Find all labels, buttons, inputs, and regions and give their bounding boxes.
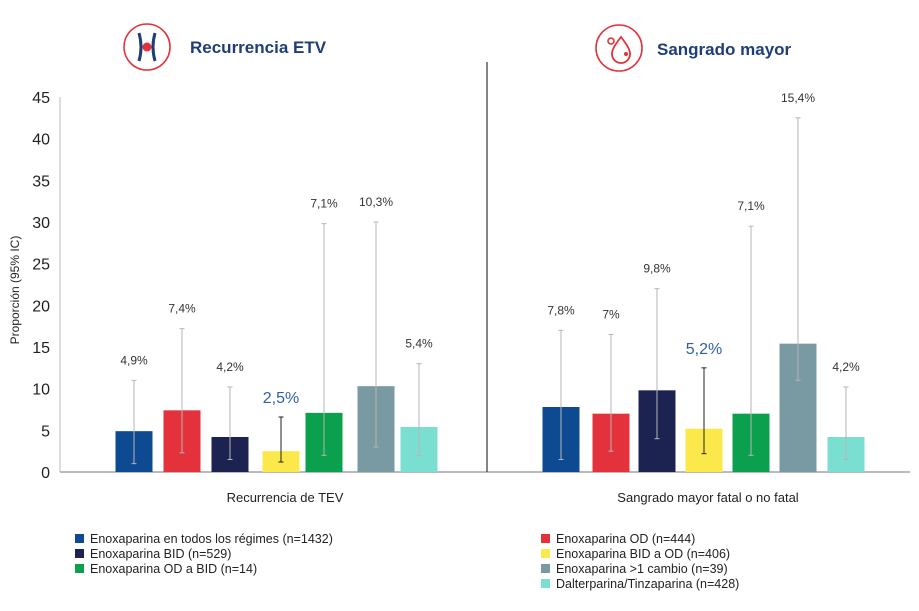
- bleeding-title: Sangrado mayor: [657, 40, 792, 59]
- legend-swatch: [75, 564, 84, 573]
- legend-item: Enoxaparina OD (n=444): [541, 531, 739, 546]
- data-label: 2,5%: [263, 390, 299, 407]
- recurrence-header: Recurrencia ETV: [123, 23, 327, 71]
- data-label: 5,2%: [686, 341, 722, 358]
- y-axis-label: Proporción (95% IC): [8, 236, 22, 345]
- bleeding-icon-ring: [595, 24, 643, 72]
- bleeding-header: Sangrado mayor: [595, 24, 792, 72]
- legend-label: Enoxaparina OD (n=444): [556, 531, 696, 546]
- legend-label: Dalterparina/Tinzaparina (n=428): [556, 576, 740, 591]
- data-label: 7%: [602, 308, 620, 322]
- data-label: 9,8%: [643, 262, 671, 276]
- bleeding-x-label: Sangrado mayor fatal o no fatal: [617, 490, 799, 505]
- legend-label: Enoxaparina BID a OD (n=406): [556, 546, 731, 561]
- blood-drop-icon: [607, 35, 631, 64]
- y-tick-label: 30: [32, 215, 50, 232]
- data-label: 4,2%: [832, 360, 860, 374]
- y-tick-label: 5: [41, 423, 50, 440]
- data-label: 15,4%: [781, 91, 815, 105]
- y-tick-label: 15: [32, 340, 50, 357]
- data-label: 5,4%: [405, 337, 433, 351]
- legend-item: Enoxaparina BID (n=529): [75, 546, 333, 561]
- legend-swatch: [541, 579, 550, 588]
- recurrence-title: Recurrencia ETV: [190, 38, 327, 57]
- legend-swatch: [75, 534, 84, 543]
- y-tick-label: 40: [32, 132, 50, 149]
- legend-swatch: [541, 564, 550, 573]
- legend-label: Enoxaparina BID (n=529): [90, 546, 232, 561]
- blood-vessel-icon: [137, 32, 157, 62]
- legend-item: Dalterparina/Tinzaparina (n=428): [541, 576, 739, 591]
- legend-label: Enoxaparina >1 cambio (n=39): [556, 561, 728, 576]
- legend-left: Enoxaparina en todos los régimes (n=1432…: [75, 531, 333, 576]
- legend-item: Enoxaparina OD a BID (n=14): [75, 561, 333, 576]
- y-tick-label: 45: [32, 90, 50, 107]
- legend-item: Enoxaparina BID a OD (n=406): [541, 546, 739, 561]
- recurrence-x-label: Recurrencia de TEV: [227, 490, 344, 505]
- legend-item: Enoxaparina >1 cambio (n=39): [541, 561, 739, 576]
- legend-label: Enoxaparina en todos los régimes (n=1432…: [90, 531, 333, 546]
- recurrence-icon-ring: [123, 23, 171, 71]
- y-axis-ticks: 0 5 10 15 20 25 30 35 40 45: [32, 90, 50, 482]
- legend-swatch: [541, 534, 550, 543]
- data-label: 7,8%: [547, 303, 575, 317]
- data-label: 7,1%: [737, 199, 765, 213]
- legend-item: Enoxaparina en todos los régimes (n=1432…: [75, 531, 333, 546]
- legend-swatch: [541, 549, 550, 558]
- y-tick-label: 35: [32, 173, 50, 190]
- data-label: 7,1%: [310, 197, 338, 211]
- legend-swatch: [75, 549, 84, 558]
- y-tick-label: 25: [32, 257, 50, 274]
- y-tick-label: 10: [32, 382, 50, 399]
- data-label: 10,3%: [359, 195, 393, 209]
- legend-label: Enoxaparina OD a BID (n=14): [90, 561, 258, 576]
- y-tick-label: 0: [41, 465, 50, 482]
- y-tick-label: 20: [32, 298, 50, 315]
- bars-layer: 4,9% 7,4% 4,2% 2,5% 7,1% 10,3% 5,4% 7,8% 7% 9,8% 5…: [115, 91, 865, 472]
- data-label: 7,4%: [168, 302, 196, 316]
- data-label: 4,9%: [120, 353, 148, 367]
- legend-right: Enoxaparina OD (n=444) Enoxaparina BID a…: [541, 531, 739, 591]
- data-label: 4,2%: [216, 360, 244, 374]
